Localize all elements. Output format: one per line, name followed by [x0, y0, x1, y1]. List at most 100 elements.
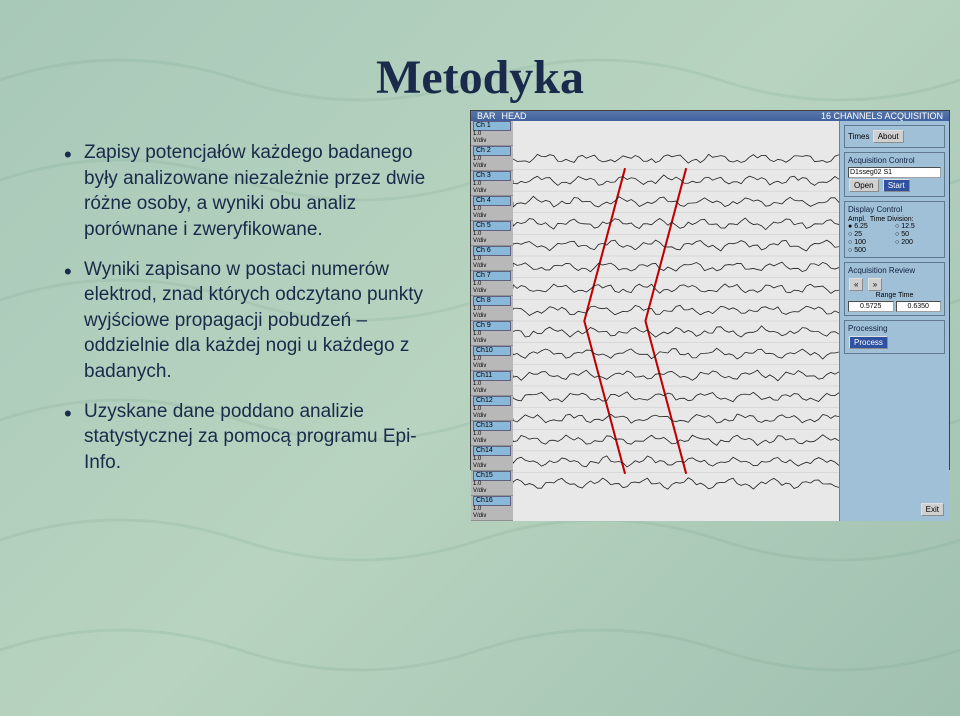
channel-name: Ch 4 — [473, 196, 511, 206]
channel-scale: 1.0 — [473, 431, 511, 438]
time-division-options[interactable]: 6.2512.52550100200500 — [848, 223, 941, 254]
open-button[interactable]: Open — [849, 179, 879, 192]
channel-name: Ch 1 — [473, 121, 511, 131]
acq-control-group: Acquisition Control D1sseg02 S1 Open Sta… — [844, 152, 945, 197]
channel-row: Ch14 1.0 V/div — [471, 446, 513, 471]
bullet-item: Uzyskane dane poddano analizie statystyc… — [60, 399, 440, 476]
channel-name: Ch10 — [473, 346, 511, 356]
channel-name: Ch 9 — [473, 321, 511, 331]
channel-row: Ch 9 1.0 V/div — [471, 321, 513, 346]
channel-name: Ch 8 — [473, 296, 511, 306]
eeg-header: BAR HEAD 16 CHANNELS ACQUISITION — [471, 111, 949, 121]
channel-unit: V/div — [473, 438, 511, 445]
channel-unit: V/div — [473, 463, 511, 470]
channel-scale: 1.0 — [473, 131, 511, 138]
channel-name: Ch11 — [473, 371, 511, 381]
channel-scale: 1.0 — [473, 306, 511, 313]
channel-scale: 1.0 — [473, 206, 511, 213]
channel-scale: 1.0 — [473, 356, 511, 363]
channel-row: Ch 7 1.0 V/div — [471, 271, 513, 296]
file-field[interactable]: D1sseg02 S1 — [848, 167, 941, 178]
channel-scale: 1.0 — [473, 256, 511, 263]
channel-unit: V/div — [473, 288, 511, 295]
channel-unit: V/div — [473, 513, 511, 520]
channel-row: Ch16 1.0 V/div — [471, 496, 513, 521]
channel-name: Ch 7 — [473, 271, 511, 281]
bullet-list: Zapisy potencjałów każdego badanego były… — [60, 140, 440, 476]
channel-row: Ch 2 1.0 V/div — [471, 146, 513, 171]
bullet-item: Wyniki zapisano w postaci numerów elektr… — [60, 257, 440, 385]
channel-row: Ch 3 1.0 V/div — [471, 171, 513, 196]
channel-row: Ch 1 1.0 V/div — [471, 121, 513, 146]
channel-unit: V/div — [473, 188, 511, 195]
channel-row: Ch12 1.0 V/div — [471, 396, 513, 421]
channel-name: Ch 6 — [473, 246, 511, 256]
channel-scale: 1.0 — [473, 381, 511, 388]
processing-group: Processing Process — [844, 320, 945, 354]
channel-name: Ch 5 — [473, 221, 511, 231]
acq-control-title: Acquisition Control — [848, 156, 941, 165]
time-option[interactable]: 100 — [848, 239, 894, 246]
time-option[interactable]: 6.25 — [848, 223, 894, 230]
channel-unit: V/div — [473, 313, 511, 320]
display-control-group: Display Control Ampl. Time Division: 6.2… — [844, 201, 945, 258]
times-group: Times About — [844, 125, 945, 148]
channel-scale: 1.0 — [473, 156, 511, 163]
channel-name: Ch12 — [473, 396, 511, 406]
start-button[interactable]: Start — [883, 179, 910, 192]
acq-review-group: Acquisition Review « » Range Time 0.5725… — [844, 262, 945, 316]
channel-name: Ch15 — [473, 471, 511, 481]
channel-unit: V/div — [473, 163, 511, 170]
channel-scale: 1.0 — [473, 331, 511, 338]
time-option[interactable]: 200 — [895, 239, 941, 246]
about-button[interactable]: About — [873, 130, 904, 143]
time-div-label: Time Division: — [870, 216, 914, 223]
channel-unit: V/div — [473, 363, 511, 370]
waveform-area — [513, 121, 839, 521]
time-option[interactable]: 25 — [848, 231, 894, 238]
times-label: Times — [848, 132, 869, 141]
channel-row: Ch13 1.0 V/div — [471, 421, 513, 446]
processing-title: Processing — [848, 324, 941, 333]
time-option[interactable]: 12.5 — [895, 223, 941, 230]
channel-name: Ch14 — [473, 446, 511, 456]
range-to-field[interactable]: 0.6350 — [896, 301, 942, 312]
time-option[interactable]: 500 — [848, 247, 894, 254]
channel-scale: 1.0 — [473, 456, 511, 463]
channel-name: Ch 2 — [473, 146, 511, 156]
channel-unit: V/div — [473, 238, 511, 245]
text-column: Zapisy potencjałów każdego badanego były… — [60, 140, 440, 490]
channel-unit: V/div — [473, 263, 511, 270]
channel-row: Ch 4 1.0 V/div — [471, 196, 513, 221]
channel-row: Ch10 1.0 V/div — [471, 346, 513, 371]
header-head: HEAD — [502, 111, 527, 121]
channel-unit: V/div — [473, 388, 511, 395]
range-label: Range Time — [848, 292, 941, 299]
channel-unit: V/div — [473, 413, 511, 420]
channel-row: Ch 5 1.0 V/div — [471, 221, 513, 246]
bullet-item: Zapisy potencjałów każdego badanego były… — [60, 140, 440, 243]
scroll-left-button[interactable]: « — [849, 278, 863, 291]
scroll-right-button[interactable]: » — [868, 278, 882, 291]
range-from-field[interactable]: 0.5725 — [848, 301, 894, 312]
eeg-window: BAR HEAD 16 CHANNELS ACQUISITION Ch 1 1.… — [470, 110, 950, 470]
channel-scale: 1.0 — [473, 506, 511, 513]
channel-row: Ch 8 1.0 V/div — [471, 296, 513, 321]
time-option[interactable]: 50 — [895, 231, 941, 238]
channel-unit: V/div — [473, 138, 511, 145]
channel-scale: 1.0 — [473, 181, 511, 188]
channel-row: Ch 6 1.0 V/div — [471, 246, 513, 271]
exit-button[interactable]: Exit — [921, 503, 944, 516]
channel-name: Ch16 — [473, 496, 511, 506]
channel-scale: 1.0 — [473, 481, 511, 488]
channel-scale: 1.0 — [473, 281, 511, 288]
channel-name: Ch 3 — [473, 171, 511, 181]
process-button[interactable]: Process — [849, 336, 888, 349]
header-bar: BAR — [477, 111, 496, 121]
channel-scale: 1.0 — [473, 231, 511, 238]
channel-name: Ch13 — [473, 421, 511, 431]
channel-scale: 1.0 — [473, 406, 511, 413]
control-panel: Times About Acquisition Control D1sseg02… — [839, 121, 949, 521]
channel-row: Ch11 1.0 V/div — [471, 371, 513, 396]
header-acq: 16 CHANNELS ACQUISITION — [821, 111, 943, 121]
